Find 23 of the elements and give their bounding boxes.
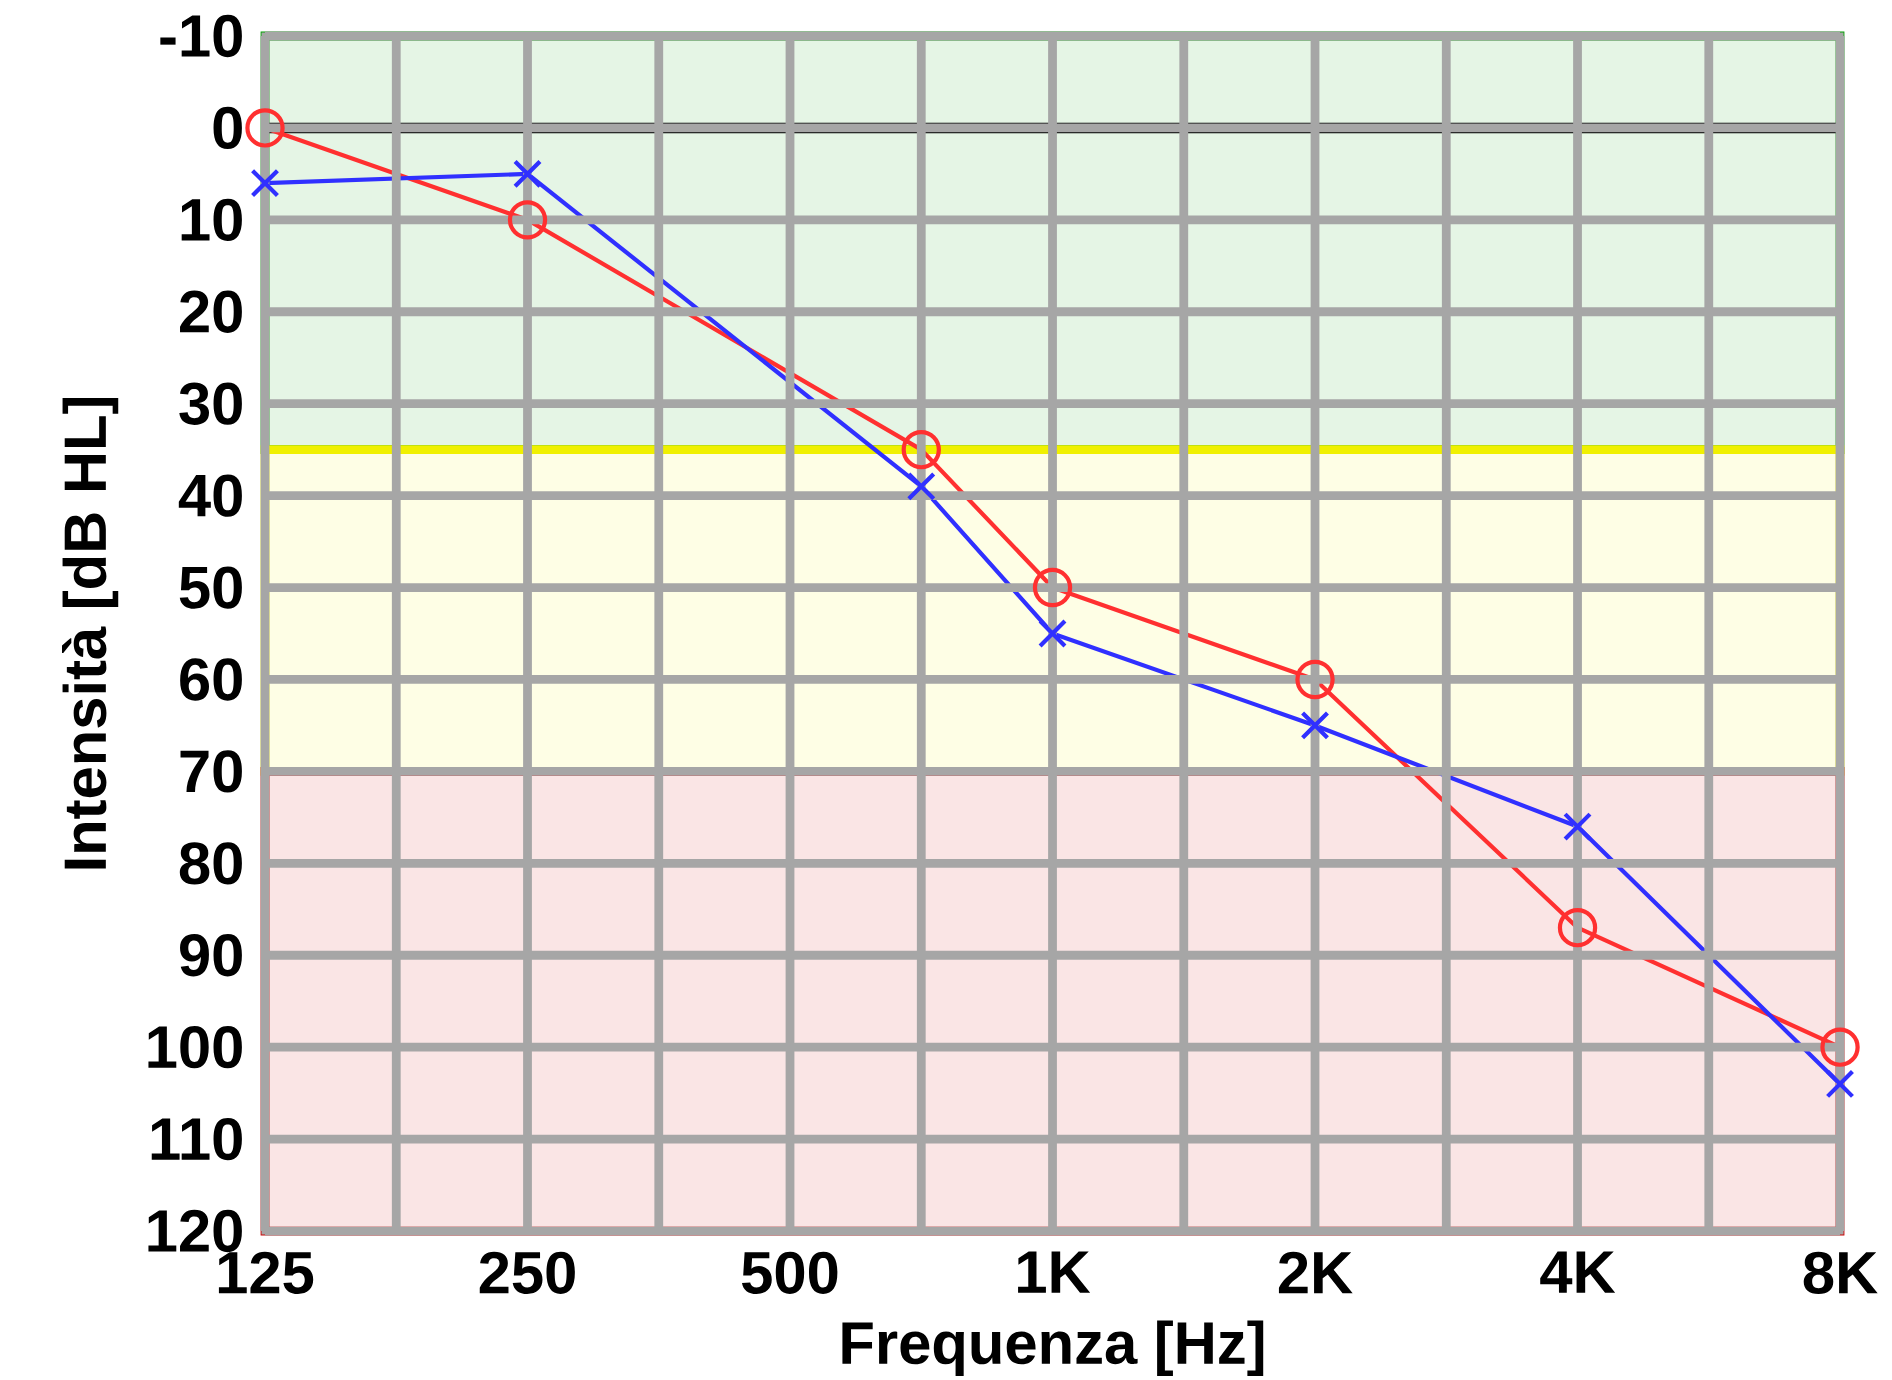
y-tick-label: 110 bbox=[151, 1117, 242, 1161]
x-tick-label: 125 bbox=[218, 1251, 314, 1294]
y-tick-label: 0 bbox=[213, 106, 242, 150]
y-tick-label: 60 bbox=[180, 658, 242, 701]
y-tick-label: 50 bbox=[179, 566, 242, 609]
y-tick-label: 90 bbox=[180, 934, 242, 977]
y-tick-label: 70 bbox=[180, 750, 242, 793]
y-tick-label: -10 bbox=[160, 14, 242, 58]
x-tick-label: 2K bbox=[1278, 1251, 1353, 1294]
x-tick-label: 4K bbox=[1540, 1251, 1616, 1293]
x-tick-label: 250 bbox=[479, 1251, 575, 1294]
y-tick-label: 20 bbox=[180, 290, 242, 333]
x-tick-label: 1K bbox=[1018, 1251, 1091, 1293]
y-axis-title: Intensità [dB HL] bbox=[62, 397, 119, 869]
x-tick-label: 8K bbox=[1803, 1251, 1878, 1294]
y-tick-label: 80 bbox=[179, 842, 242, 885]
y-tick-label: 120 bbox=[148, 1209, 242, 1253]
y-tick-label: 10 bbox=[181, 198, 242, 242]
y-tick-label: 40 bbox=[178, 474, 242, 517]
x-axis-title: Frequenza [Hz] bbox=[842, 1320, 1264, 1377]
y-tick-label: 100 bbox=[148, 1026, 242, 1069]
y-tick-label: 30 bbox=[179, 382, 242, 425]
x-tick-label: 500 bbox=[741, 1251, 838, 1294]
